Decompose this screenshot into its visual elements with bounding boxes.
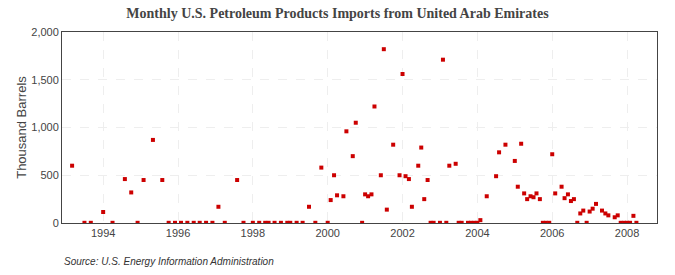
svg-text:Source: U.S. Energy Informatio: Source: U.S. Energy Information Administ… [64,256,274,267]
svg-text:1,500: 1,500 [31,74,59,86]
svg-text:1994: 1994 [91,227,115,239]
svg-text:1996: 1996 [166,227,190,239]
svg-text:2002: 2002 [390,227,414,239]
svg-text:2004: 2004 [465,227,489,239]
svg-text:2,000: 2,000 [31,26,59,38]
svg-text:500: 500 [40,169,58,181]
svg-text:2000: 2000 [315,227,339,239]
svg-text:1,000: 1,000 [31,121,59,133]
svg-text:1998: 1998 [241,227,265,239]
svg-text:2006: 2006 [540,227,564,239]
svg-text:0: 0 [53,217,59,229]
svg-text:2008: 2008 [615,227,639,239]
svg-text:Monthly U.S. Petroleum Product: Monthly U.S. Petroleum Products Imports … [126,6,549,21]
svg-text:Thousand Barrels: Thousand Barrels [14,76,29,179]
